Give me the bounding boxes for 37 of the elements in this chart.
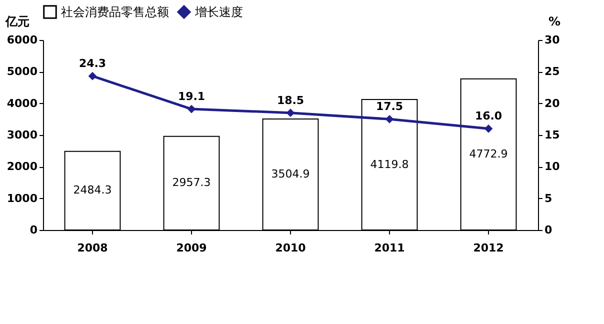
- point: [484, 124, 493, 133]
- point: [88, 72, 97, 80]
- y2-tick-label: 0: [544, 224, 552, 236]
- data-label: 18.5: [276, 94, 304, 107]
- y2-tick-label: 15: [544, 128, 560, 142]
- data-label: 4772.9: [469, 147, 508, 160]
- data-label: 17.5: [376, 100, 404, 114]
- x-tick-label: 2008: [77, 242, 108, 254]
- y2-tick-label: 20: [544, 96, 560, 110]
- y2-tick-label: 10: [544, 160, 560, 174]
- y2-tick-label: 30: [544, 34, 560, 46]
- y-tick-label: 4000: [6, 96, 38, 110]
- y-tick-label: 2000: [6, 160, 38, 174]
- y2-axis-title: %: [548, 14, 561, 28]
- data-label: 4119.8: [370, 158, 409, 171]
- y-tick-label: 6000: [6, 34, 38, 46]
- data-label: 24.3: [78, 57, 106, 70]
- y2-tick-label: 25: [544, 65, 560, 78]
- x-tick-label: 2012: [473, 242, 504, 254]
- data-label: 16.0: [474, 110, 502, 123]
- data-label: 19.1: [178, 90, 206, 104]
- y-tick-label: 5000: [6, 65, 38, 78]
- y-tick-label: 1000: [6, 192, 38, 205]
- x-tick-label: 2009: [176, 242, 207, 254]
- x-tick-label: 2011: [374, 242, 405, 254]
- point: [187, 104, 196, 114]
- legend-label: 增长速度: [194, 5, 243, 19]
- data-label: 2957.3: [172, 176, 211, 190]
- data-label: 3504.9: [271, 168, 310, 181]
- y-tick-label: 0: [30, 224, 38, 236]
- x-tick-label: 2010: [275, 242, 306, 254]
- y2-tick-label: 5: [544, 192, 552, 205]
- y-tick-label: 3000: [6, 128, 38, 142]
- point: [385, 114, 394, 124]
- y-axis-title: 亿元: [4, 14, 30, 28]
- legend-label: 社会消费品零售总额: [61, 5, 169, 19]
- data-label: 2484.3: [73, 184, 112, 197]
